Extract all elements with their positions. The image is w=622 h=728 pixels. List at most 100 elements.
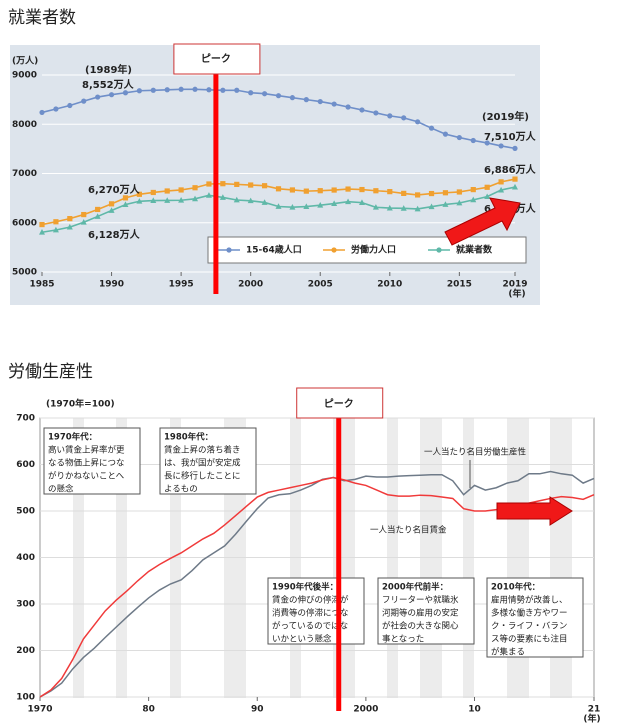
note-title: 2000年代前半： bbox=[382, 582, 448, 593]
marker bbox=[178, 197, 185, 203]
marker bbox=[164, 87, 170, 93]
series-label: 一人当たり名目労働生産性 bbox=[424, 447, 527, 458]
note-line: ク・ライフ・バラン bbox=[491, 622, 567, 632]
marker bbox=[317, 202, 324, 208]
marker bbox=[178, 86, 184, 92]
marker bbox=[39, 109, 45, 116]
marker bbox=[415, 119, 421, 125]
marker bbox=[401, 190, 407, 196]
marker bbox=[373, 188, 379, 194]
marker bbox=[81, 211, 87, 218]
peak-box bbox=[173, 43, 261, 75]
marker bbox=[387, 113, 393, 119]
marker bbox=[442, 201, 449, 207]
marker bbox=[400, 205, 407, 211]
note: 2010年代： 雇用情勢が改善し、多様な働き方やワーク・ライフ・バランス等の要素に… bbox=[486, 577, 584, 658]
marker bbox=[303, 203, 310, 209]
series-label: 一人当たり名目賃金 bbox=[370, 525, 447, 536]
marker bbox=[234, 87, 240, 93]
legend-box bbox=[207, 236, 527, 264]
marker bbox=[233, 196, 240, 203]
y-tick-label: 8000 bbox=[12, 120, 37, 130]
marker bbox=[289, 187, 296, 193]
x-tick-label: 2005 bbox=[308, 280, 333, 290]
marker bbox=[66, 223, 73, 230]
x-tick-label: 80 bbox=[142, 705, 155, 715]
legend-marker bbox=[331, 247, 337, 253]
marker bbox=[456, 189, 462, 195]
note-line: が社会の大きな関心 bbox=[382, 621, 459, 632]
marker bbox=[219, 194, 226, 200]
note-line: 河期等の雇用の安定 bbox=[382, 608, 459, 619]
note-line: フリーターや就職氷 bbox=[382, 595, 459, 606]
note-line: いかという懸念 bbox=[272, 634, 332, 645]
marker bbox=[470, 137, 476, 144]
arrow bbox=[496, 496, 573, 526]
marker bbox=[484, 193, 491, 200]
note-line: の懸念 bbox=[48, 484, 74, 495]
marker bbox=[53, 106, 59, 112]
marker bbox=[67, 216, 73, 222]
y-unit: (万人) bbox=[12, 55, 38, 67]
marker bbox=[317, 98, 323, 105]
note-line: 多様な働き方やワー bbox=[491, 608, 568, 619]
marker bbox=[372, 204, 379, 210]
note-line: がっているのではな bbox=[272, 621, 348, 632]
note-line: 賃金の伸びの停滞が bbox=[272, 595, 349, 606]
x-tick-label: 2000 bbox=[353, 705, 378, 715]
marker bbox=[442, 190, 449, 196]
chart-title: 労働生産性 bbox=[8, 362, 93, 382]
marker bbox=[387, 189, 393, 195]
x-tick-label: 2015 bbox=[447, 280, 472, 290]
note-box bbox=[267, 577, 365, 645]
marker bbox=[428, 190, 435, 197]
marker bbox=[261, 91, 268, 97]
marker bbox=[192, 195, 199, 202]
marker bbox=[108, 201, 115, 207]
legend-marker bbox=[226, 247, 232, 253]
marker bbox=[317, 188, 323, 194]
annotation: 6,270万人 bbox=[88, 183, 141, 196]
note-box bbox=[159, 427, 257, 495]
annotation: 6,128万人 bbox=[88, 228, 141, 241]
marker bbox=[94, 213, 101, 219]
note-line: 長に移行したことに bbox=[164, 471, 241, 482]
chart-title: 就業者数 bbox=[8, 8, 76, 28]
y-tick-label: 9000 bbox=[12, 71, 37, 81]
marker bbox=[512, 145, 518, 151]
note-line: よるもの bbox=[164, 485, 198, 495]
note: 1990年代後半： 賃金の伸びの停滞が消費等の停滞につながっているのではないかとい… bbox=[267, 577, 365, 645]
annotation: (1989年) bbox=[85, 63, 132, 76]
marker bbox=[95, 94, 101, 100]
marker bbox=[386, 204, 393, 211]
marker bbox=[122, 90, 129, 96]
note-box bbox=[486, 577, 584, 658]
marker bbox=[80, 219, 87, 225]
marker bbox=[248, 182, 254, 188]
peak-box bbox=[296, 387, 384, 419]
marker bbox=[456, 134, 462, 141]
legend-marker bbox=[436, 247, 442, 253]
note-title: 1980年代： bbox=[164, 432, 213, 443]
legend-label: 15-64歳人口 bbox=[246, 244, 302, 256]
note-title: 1970年代： bbox=[48, 432, 97, 443]
marker bbox=[331, 101, 337, 107]
x-tick-label: 90 bbox=[251, 705, 264, 715]
y-tick-label: 200 bbox=[16, 646, 35, 656]
marker bbox=[401, 115, 407, 121]
marker bbox=[122, 195, 129, 201]
marker bbox=[136, 88, 142, 94]
marker bbox=[178, 187, 184, 193]
marker bbox=[150, 189, 156, 196]
marker bbox=[136, 191, 142, 197]
marker bbox=[345, 104, 351, 110]
marker bbox=[53, 219, 59, 225]
marker bbox=[164, 197, 171, 203]
note-line: ス等の要素にも注目 bbox=[491, 634, 568, 645]
note-box bbox=[43, 427, 141, 495]
annotation: 6,886万人 bbox=[484, 163, 537, 176]
marker bbox=[358, 199, 365, 206]
